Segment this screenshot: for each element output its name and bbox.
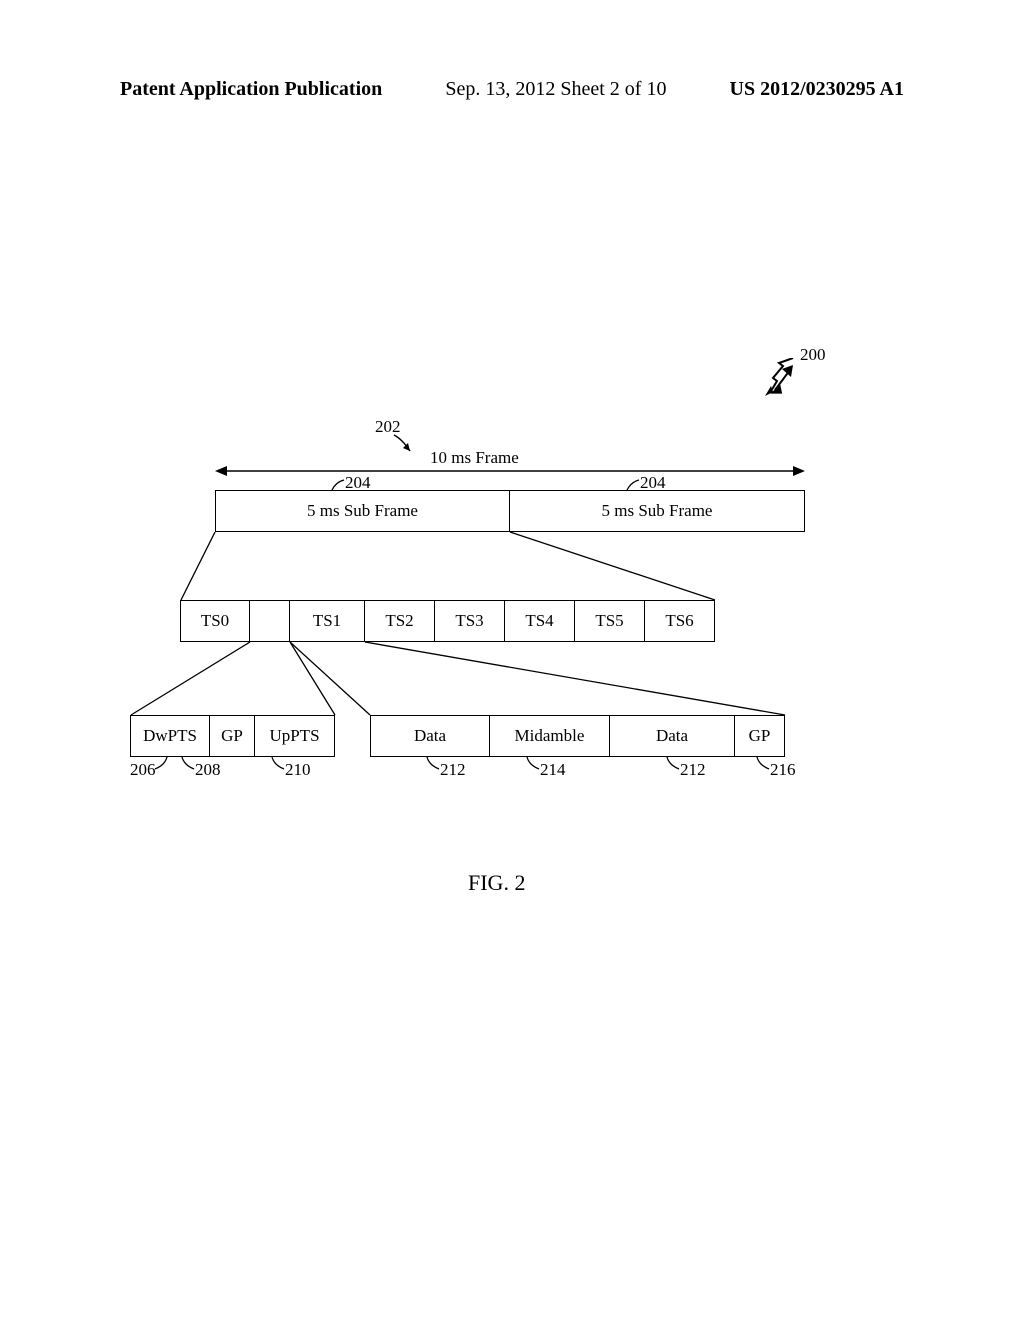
ref-210: 210	[285, 760, 311, 780]
frame-label: 10 ms Frame	[430, 448, 519, 468]
ref-202: 202	[375, 417, 401, 437]
slot-row: Data Midamble Data GP	[370, 715, 785, 757]
ref-214: 214	[540, 760, 566, 780]
data-1: Data	[370, 715, 490, 757]
dwpts: DwPTS	[130, 715, 210, 757]
expand-2-right	[290, 642, 890, 717]
gp-left: GP	[210, 715, 255, 757]
data-2: Data	[610, 715, 735, 757]
ts4: TS4	[505, 600, 575, 642]
header-center: Sep. 13, 2012 Sheet 2 of 10	[445, 78, 666, 101]
expand-2-left	[130, 642, 390, 717]
header-right: US 2012/0230295 A1	[730, 78, 904, 101]
subframe-2: 5 ms Sub Frame	[510, 490, 805, 532]
ref-208: 208	[195, 760, 221, 780]
arrow-200	[765, 358, 805, 398]
figure-caption: FIG. 2	[468, 870, 525, 896]
ts3: TS3	[435, 600, 505, 642]
subframe-row: 5 ms Sub Frame 5 ms Sub Frame	[215, 490, 805, 532]
ref-212-b: 212	[680, 760, 706, 780]
ts-row: TS0 TS1 TS2 TS3 TS4 TS5 TS6	[180, 600, 715, 642]
page-header: Patent Application Publication Sep. 13, …	[0, 78, 1024, 101]
ref-200: 200	[800, 345, 826, 365]
special-row: DwPTS GP UpPTS	[130, 715, 335, 757]
ts6: TS6	[645, 600, 715, 642]
gp-right: GP	[735, 715, 785, 757]
header-left: Patent Application Publication	[120, 78, 382, 101]
uppts: UpPTS	[255, 715, 335, 757]
subframe-1: 5 ms Sub Frame	[215, 490, 510, 532]
ref-216: 216	[770, 760, 796, 780]
expand-1	[180, 532, 820, 602]
ts1: TS1	[290, 600, 365, 642]
midamble: Midamble	[490, 715, 610, 757]
ts5: TS5	[575, 600, 645, 642]
ts0: TS0	[180, 600, 250, 642]
ref-206: 206	[130, 760, 156, 780]
ts-gap	[250, 600, 290, 642]
ref-212-a: 212	[440, 760, 466, 780]
ts2: TS2	[365, 600, 435, 642]
hook-206	[153, 757, 171, 771]
